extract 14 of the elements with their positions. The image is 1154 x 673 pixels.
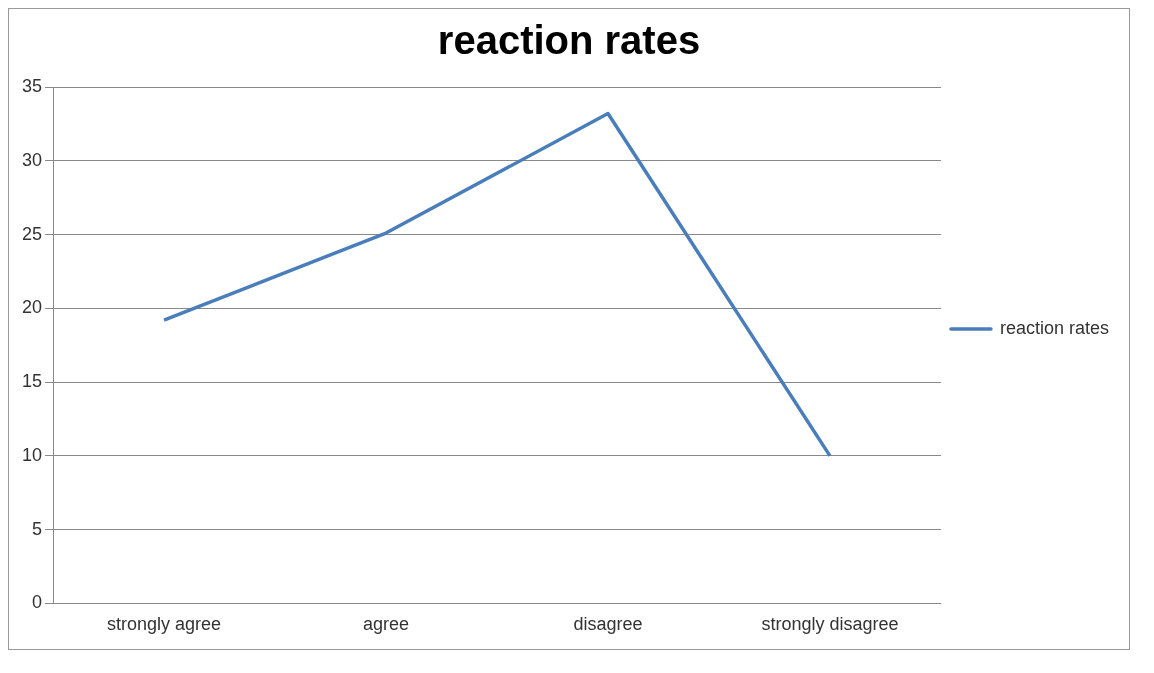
y-tick-label: 25 bbox=[21, 223, 43, 244]
y-tick-label: 0 bbox=[32, 592, 43, 613]
legend-label: reaction rates bbox=[999, 317, 1110, 338]
x-tick-label: disagree bbox=[573, 614, 643, 635]
y-tick-label: 35 bbox=[21, 75, 43, 96]
y-tick-label: 30 bbox=[21, 149, 43, 170]
y-tick-label: 20 bbox=[21, 297, 43, 318]
x-tick-label: strongly agree bbox=[106, 614, 222, 635]
x-tick-label: strongly disagree bbox=[761, 614, 899, 635]
x-tick-label: agree bbox=[362, 614, 410, 635]
y-tick-label: 5 bbox=[32, 518, 43, 539]
chart-title: reaction rates bbox=[437, 18, 701, 63]
y-tick-label: 15 bbox=[21, 371, 43, 392]
y-tick-label: 10 bbox=[21, 444, 43, 465]
